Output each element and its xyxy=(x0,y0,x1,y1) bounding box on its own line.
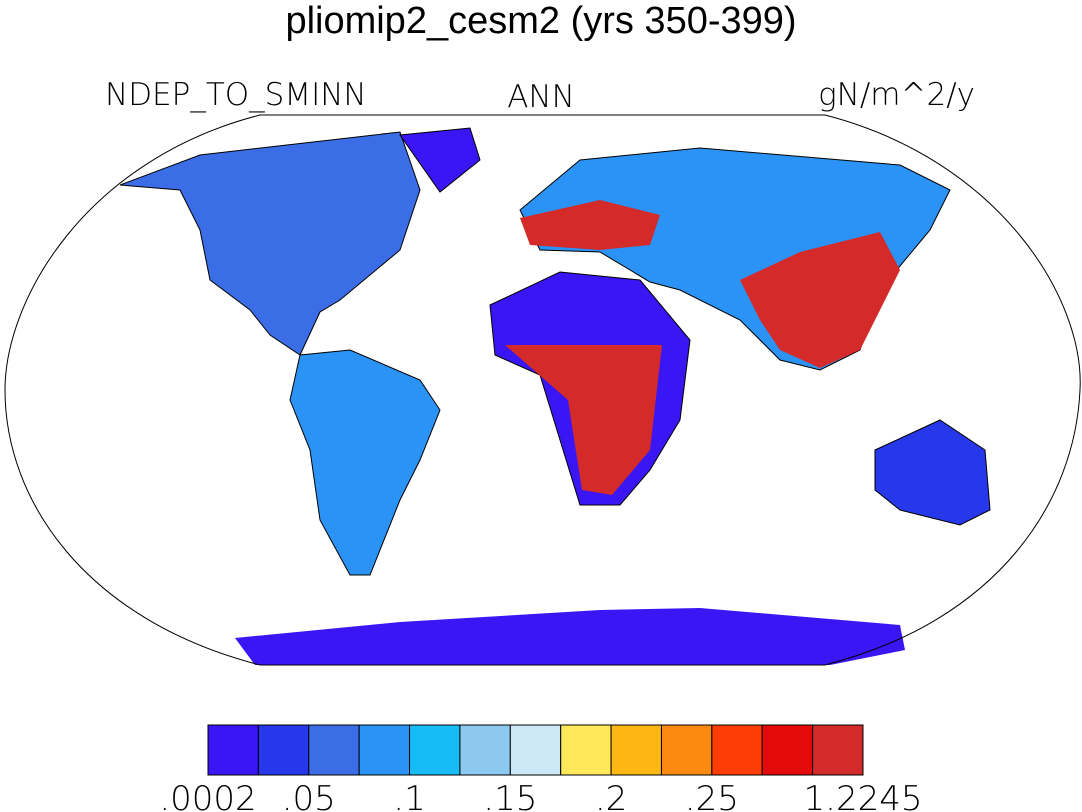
right-string: gN/m^2/y xyxy=(818,77,975,113)
antarctica xyxy=(235,608,905,665)
colorbar-label: .1 xyxy=(393,779,425,812)
colorbar-label: .05 xyxy=(282,779,336,812)
colorbar-label: .15 xyxy=(483,779,537,812)
south-america xyxy=(289,349,441,576)
colorbar: .0002 .05 .1 .15 .2 .25 1.2245 xyxy=(159,724,923,812)
map xyxy=(4,114,1081,666)
colorbar-label: .2 xyxy=(595,779,627,812)
greenland xyxy=(399,127,481,193)
colorbar-box xyxy=(459,724,511,776)
colorbar-box xyxy=(560,724,612,776)
australia xyxy=(874,419,991,526)
colorbar-box xyxy=(812,724,864,776)
colorbar-label: .25 xyxy=(685,779,739,812)
map-outline xyxy=(4,114,1081,666)
colorbar-label: 1.2245 xyxy=(804,779,923,812)
asia-high xyxy=(740,232,900,368)
colorbar-box xyxy=(358,724,411,776)
colorbar-box xyxy=(409,724,461,776)
colorbar-box xyxy=(610,724,662,776)
colorbar-box xyxy=(761,724,814,776)
colorbar-box xyxy=(207,724,259,776)
center-string: ANN xyxy=(507,79,575,115)
north-america xyxy=(119,131,421,356)
colorbar-box xyxy=(509,724,562,776)
colorbar-box xyxy=(257,724,310,776)
title: pliomip2_cesm2 (yrs 350-399) xyxy=(285,0,796,42)
colorbar-box xyxy=(308,724,360,776)
colorbar-label: .0002 xyxy=(159,779,256,812)
colorbar-box xyxy=(660,724,713,776)
africa-high xyxy=(505,345,662,495)
europe-high xyxy=(520,200,660,250)
colorbar-box xyxy=(711,724,763,776)
left-string: NDEP_TO_SMINN xyxy=(105,77,367,113)
